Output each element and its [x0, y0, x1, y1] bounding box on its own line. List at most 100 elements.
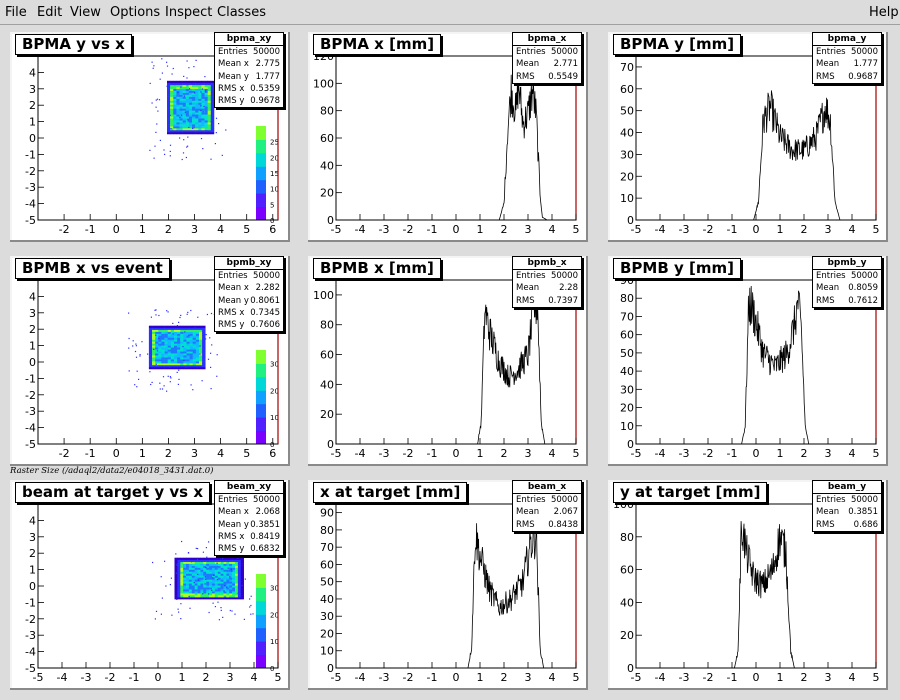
heatmap-cell [167, 355, 172, 358]
heatmap-cell [220, 573, 224, 576]
heatmap-cell [192, 106, 196, 109]
heatmap-cell [183, 561, 187, 564]
heatmap-cell [176, 96, 180, 99]
heatmap-cell [199, 353, 203, 356]
heatmap-cell [182, 130, 187, 133]
heatmap-cell [214, 569, 218, 572]
heatmap-cell [186, 593, 190, 596]
heatmap-cell [174, 367, 178, 370]
heatmap-cell [188, 132, 193, 135]
scatter-point [181, 540, 183, 543]
y-tick-label: 70 [620, 310, 634, 323]
heatmap-cell [186, 581, 190, 584]
heatmap-cell [179, 124, 183, 127]
heatmap-cell [188, 90, 193, 93]
scatter-point [222, 557, 224, 560]
heatmap-cell [164, 325, 169, 328]
heatmap-cell [180, 589, 184, 592]
scatter-point [169, 150, 171, 152]
pad-bpmb_y[interactable]: -5 -4 -3 -2 -1 0 1 2 3 4 5 0 10 20 30 40 50 60 70 80 90 BPMB … [608, 256, 888, 466]
x-tick-label: -2 [403, 223, 414, 236]
heatmap-cell [173, 88, 177, 91]
pad-bpma_x[interactable]: -5 -4 -3 -2 -1 0 1 2 3 4 5 0 20 40 60 80 100 120 BPMA x [m… [308, 32, 588, 242]
menu-edit[interactable]: Edit [37, 5, 63, 20]
heatmap-cell [203, 585, 207, 588]
y-tick-label: 90 [320, 507, 334, 520]
heatmap-cell [161, 355, 165, 358]
heatmap-cell [167, 132, 171, 135]
scatter-point [186, 146, 188, 148]
heatmap-cell [161, 339, 165, 342]
heatmap-cell [177, 347, 181, 350]
y-tick-label: 20 [620, 402, 634, 415]
x-tick-label: 3 [525, 223, 532, 236]
x-tick-label: 5 [275, 671, 282, 684]
heatmap-cell [176, 100, 180, 103]
stats-label: Mean [816, 59, 840, 70]
y-tick-label: 40 [320, 159, 334, 172]
menu-view[interactable]: View [70, 5, 101, 20]
heatmap-cell [226, 569, 230, 572]
stats-box: bpma_x Entries 50000 Mean 2.771 RMS 0.5549 [512, 32, 582, 84]
heatmap-cell [170, 343, 175, 346]
heatmap-cell [195, 132, 199, 135]
heatmap-cell [204, 120, 209, 123]
menu-file[interactable]: File [5, 5, 27, 20]
heatmap-cell [176, 110, 180, 113]
pad-bpma_xy[interactable]: 0 5 10 15 20 25 -2 -1 0 1 2 3 4 5 6 -5 -4 -3 -2 -1 0 1 2 3 4 BPMA… [10, 32, 290, 242]
scatter-point [187, 118, 189, 120]
heatmap-cell [235, 585, 239, 588]
pad-beam_x[interactable]: -5 -4 -3 -2 -1 0 1 2 3 4 5 0 10 20 30 40 50 60 70 80 90 x at … [308, 480, 588, 690]
heatmap-cell [177, 331, 181, 334]
heatmap-cell [212, 567, 216, 570]
heatmap-cell [170, 130, 174, 133]
colorbar-segment [256, 614, 266, 629]
pad-bpmb_xy[interactable]: 0 10 20 30 -2 -1 0 1 2 3 4 5 6 -5 -4 -3 -2 -1 0 1 2 3 4 BPMB x … [10, 256, 290, 466]
heatmap-cell [177, 567, 181, 570]
heatmap-cell [179, 118, 183, 121]
pad-beam_xy[interactable]: 0 10 20 30 -5 -4 -3 -2 -1 0 1 2 3 4 5 -5 -4 -3 -2 -1 0 1 2 3 4 be… [10, 480, 290, 690]
pad-beam_y[interactable]: -5 -4 -3 -2 -1 0 1 2 3 4 5 0 20 40 60 80 100 y at target … [608, 480, 888, 690]
scatter-point [213, 574, 215, 576]
heatmap-cell [170, 110, 174, 113]
menu-inspect[interactable]: Inspect [165, 5, 213, 20]
colorbar-tick-label: 0 [270, 441, 274, 449]
scatter-point [165, 585, 167, 587]
pad-bpmb_x[interactable]: -5 -4 -3 -2 -1 0 1 2 3 4 5 0 20 40 60 80 100 BPMB x [mm] b… [308, 256, 588, 466]
heatmap-cell [173, 114, 177, 117]
heatmap-cell [212, 589, 216, 592]
scatter-point [216, 562, 218, 564]
menu-help[interactable]: Help [869, 5, 899, 20]
scatter-point [192, 127, 194, 129]
x-tick-label: 1 [477, 671, 484, 684]
heatmap-cell [209, 589, 213, 592]
y-tick-label: 80 [320, 105, 334, 118]
heatmap-cell [185, 106, 190, 109]
heatmap-cell [180, 337, 184, 340]
heatmap-cell [188, 106, 193, 109]
heatmap-cell [167, 351, 172, 354]
heatmap-cell [161, 345, 165, 348]
heatmap-cell [170, 365, 175, 368]
stats-row: RMS 0.9687 [813, 71, 881, 83]
heatmap-cell [223, 567, 227, 570]
heatmap-cell [158, 325, 162, 328]
menu-classes[interactable]: Classes [217, 5, 266, 20]
heatmap-cell [204, 104, 209, 107]
heatmap-cell [192, 126, 196, 129]
heatmap-cell [198, 104, 202, 107]
stats-box: beam_x Entries 50000 Mean 2.067 RMS 0.8438 [512, 480, 582, 532]
heatmap-cell [192, 114, 196, 117]
heatmap-cell [200, 591, 204, 594]
heatmap-cell [185, 130, 190, 133]
heatmap-cell [226, 585, 230, 588]
heatmap-cell [240, 563, 244, 566]
x-tick-label: 5 [873, 223, 880, 236]
scatter-point [224, 596, 226, 598]
menu-options[interactable]: Options [110, 5, 161, 20]
colorbar-tick-label: 20 [270, 387, 279, 395]
heatmap-cell [158, 347, 162, 350]
pad-bpma_y[interactable]: -5 -4 -3 -2 -1 0 1 2 3 4 5 0 10 20 30 40 50 60 70 BPMA y [m… [608, 32, 888, 242]
heatmap-cell [177, 353, 181, 356]
heatmap-cell [200, 585, 204, 588]
